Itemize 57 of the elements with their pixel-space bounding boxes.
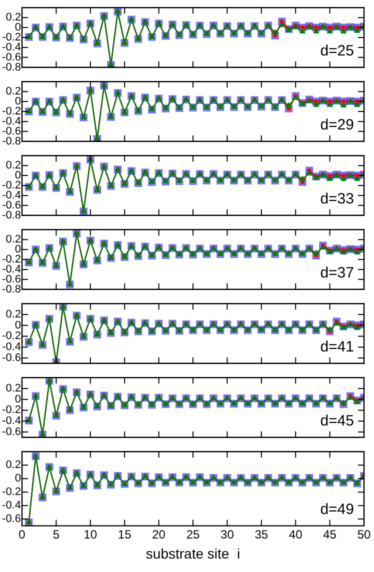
y-tick-label: 0.2 [6, 234, 21, 246]
y-tick-label: -0.4 [2, 500, 21, 512]
y-tick-label: 0 [14, 244, 21, 256]
y-tick-label: 0 [14, 96, 21, 108]
y-tick-label: -0.4 [2, 190, 21, 202]
y-tick-label: 0 [14, 22, 21, 34]
annotation: d=41 [320, 338, 354, 356]
y-tick-label: -0.2 [2, 106, 21, 118]
y-tick-label: -0.6 [2, 352, 21, 364]
y-tick-label: 0 [14, 472, 21, 485]
annotation: d=33 [320, 190, 354, 208]
y-tick-label: -0.8 [2, 209, 21, 222]
y-tick-label: -0.6 [2, 426, 21, 438]
x-tick-label: 50 [357, 527, 371, 542]
x-tick-label: 40 [288, 527, 303, 542]
y-tick-label: -0.4 [2, 415, 21, 428]
y-tick-label: -0.6 [2, 513, 21, 526]
y-tick-label: -0.8 [2, 135, 21, 148]
y-tick-label: -0.4 [2, 341, 21, 354]
x-axis-title: substrate site i [146, 545, 240, 562]
y-tick-label: 0.2 [6, 308, 21, 321]
x-tick-label: 20 [152, 527, 166, 542]
y-tick-label: 0 [14, 393, 21, 406]
x-tick-label: 10 [84, 527, 98, 542]
y-tick-label: -0.2 [2, 404, 21, 416]
annotation: d=29 [320, 116, 354, 134]
y-tick-label: 0 [14, 170, 21, 182]
x-tick-label: 5 [52, 527, 60, 542]
y-tick-label: 0.2 [6, 459, 21, 472]
y-tick-label: -0.4 [2, 42, 21, 54]
y-tick-label: -0.2 [2, 180, 21, 192]
annotation: d=37 [320, 264, 354, 282]
x-tick-label: 35 [254, 527, 268, 542]
y-tick-label: -0.2 [2, 486, 21, 498]
y-tick-label: -0.8 [2, 61, 21, 74]
y-tick-label: -0.4 [2, 116, 21, 128]
y-tick-label: -0.2 [2, 254, 21, 266]
annotation: d=45 [320, 412, 354, 430]
y-tick-label: -0.4 [2, 264, 21, 276]
y-tick-label: -0.6 [2, 273, 21, 286]
x-tick-label: 30 [220, 527, 234, 542]
x-tick-label: 15 [118, 527, 132, 542]
y-tick-label: -0.2 [2, 32, 21, 44]
annotation: d=49 [320, 500, 354, 518]
y-tick-label: 0.2 [6, 86, 21, 98]
x-tick-label: 25 [186, 527, 200, 542]
y-tick-label: 0.2 [6, 382, 21, 395]
y-tick-label: 0 [14, 319, 21, 332]
y-tick-label: -0.2 [2, 330, 21, 342]
y-tick-label: -0.6 [2, 125, 21, 138]
y-tick-label: -0.6 [2, 199, 21, 212]
annotation: d=25 [320, 42, 354, 60]
y-tick-label: 0.2 [6, 12, 21, 24]
y-tick-label: 0.2 [6, 160, 21, 172]
y-tick-label: -0.8 [2, 283, 21, 296]
x-tick-label: 45 [323, 527, 337, 542]
y-tick-label: -0.6 [2, 51, 21, 64]
